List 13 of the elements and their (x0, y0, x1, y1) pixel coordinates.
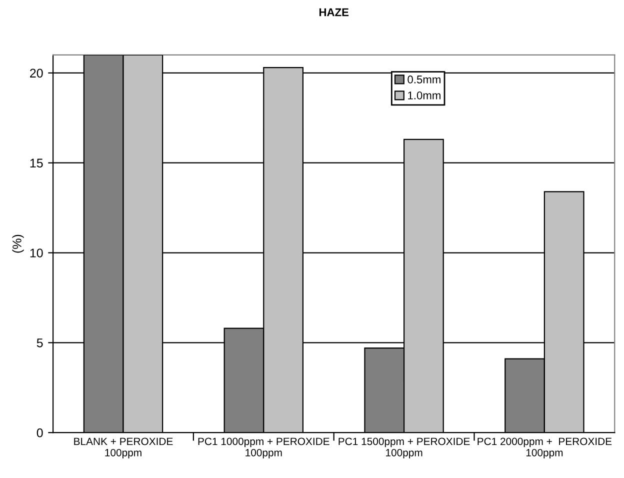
chart-title: HAZE (319, 8, 349, 16)
y-tick-label: 15 (30, 158, 43, 168)
legend-label: 1.0mm (408, 92, 440, 100)
y-tick-label: 5 (36, 338, 43, 348)
legend-label: 0.5mm (408, 76, 440, 84)
y-tick-label: 0 (36, 428, 43, 438)
x-tick-label: BLANK + PEROXIDE 100ppm (74, 438, 173, 458)
y-axis-title: (%) (12, 234, 24, 253)
y-tick-label: 20 (30, 68, 43, 78)
y-tick-label: 10 (30, 248, 43, 258)
x-tick-label: PC1 2000ppm + PEROXIDE 100ppm (478, 438, 612, 458)
x-tick-label: PC1 1000ppm + PEROXIDE 100ppm (198, 438, 330, 458)
x-tick-label: PC1 1500ppm + PEROXIDE 100ppm (338, 438, 470, 458)
